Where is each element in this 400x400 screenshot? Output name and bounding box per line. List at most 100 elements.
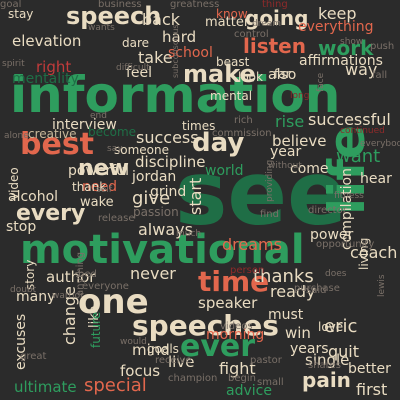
word-see: see: [175, 142, 347, 245]
word-back: back: [142, 10, 181, 29]
word-everyone: everyone: [82, 281, 129, 292]
word-doubt: doubt: [10, 285, 37, 295]
word-receive: receive: [155, 355, 192, 366]
word-much: much: [176, 229, 202, 239]
word-self: self: [96, 185, 112, 195]
word-love: love: [318, 320, 344, 334]
word-creative: creative: [28, 127, 77, 141]
word-mental: mental: [210, 89, 253, 103]
word-elevation: elevation: [12, 32, 82, 50]
word-power: power: [310, 227, 354, 243]
word-believe: believe: [272, 132, 327, 150]
word-school: school: [168, 45, 213, 61]
word-start: start: [186, 177, 205, 215]
word-ever: ever: [180, 329, 256, 364]
word-one: one: [78, 282, 149, 322]
word-opportunity: opportunity: [316, 239, 375, 250]
word-champion: champion: [168, 373, 218, 384]
word-make: make: [183, 60, 256, 88]
word-must: must: [268, 307, 304, 323]
word-fall: fall: [372, 70, 388, 81]
word-know: know: [216, 7, 248, 21]
word-listen: listen: [243, 34, 306, 58]
word-every: every: [16, 201, 86, 226]
word-director: director: [308, 205, 347, 216]
word-show: show: [340, 37, 364, 47]
word-wants: wants: [88, 23, 115, 33]
word-give: give: [132, 188, 171, 209]
word-thing: thing: [262, 0, 288, 10]
word-first: first: [356, 380, 388, 399]
word-dare: dare: [122, 36, 150, 50]
word-take: take: [138, 48, 173, 67]
word-interview: interview: [52, 117, 117, 133]
word-stay: stay: [8, 7, 34, 21]
word-spirit: spirit: [2, 59, 25, 69]
word-anything: anything: [75, 251, 86, 296]
word-jordan: jordan: [132, 169, 177, 185]
word-greatness: greatness: [170, 0, 220, 10]
word-beast: beast: [216, 55, 250, 69]
word-focus: focus: [120, 362, 161, 380]
word-look: look: [238, 70, 263, 84]
word-thanks: thanks: [253, 266, 314, 287]
word-pastor: pastor: [250, 355, 282, 366]
word-continued: continued: [340, 126, 385, 136]
word-eric: eric: [324, 316, 358, 337]
word-need: need: [82, 179, 117, 195]
word-goals: goals: [147, 342, 179, 356]
word-end: end: [90, 111, 107, 121]
word-shares: shares: [308, 360, 341, 371]
word-motivational: motivational: [20, 227, 305, 273]
word-always: always: [138, 220, 193, 239]
word-person: person: [230, 265, 265, 276]
word-videos: videos: [220, 321, 253, 332]
word-everything: everything: [298, 19, 374, 35]
word-far: far: [274, 67, 291, 81]
word-many: many: [16, 289, 56, 305]
word-control: control: [234, 29, 269, 40]
word-mind: mind: [132, 341, 170, 359]
word-become: become: [88, 125, 137, 139]
word-grind: grind: [150, 184, 187, 200]
word-best: best: [20, 127, 95, 162]
word-future: future: [89, 311, 103, 348]
word-commission: commission: [212, 128, 272, 139]
word-begin: begin: [228, 373, 256, 384]
word-lewis: lewis: [377, 274, 387, 297]
word-time: time: [198, 265, 270, 298]
word-success: success: [136, 128, 199, 147]
word-fitness: fitness: [334, 191, 364, 201]
word-day: day: [192, 128, 245, 158]
word-powerful: powerful: [68, 163, 129, 179]
word-better: better: [348, 361, 391, 377]
word-speaker: speaker: [198, 294, 258, 312]
word-ultimate: ultimate: [14, 378, 77, 396]
word-special: special: [84, 375, 147, 396]
word-business: business: [98, 0, 142, 10]
word-rise: rise: [275, 112, 305, 131]
word-purchase: purchase: [294, 283, 340, 294]
word-release: release: [98, 213, 135, 224]
word-rich: rich: [234, 115, 253, 126]
word-years: years: [290, 341, 329, 357]
word-year: year: [270, 144, 302, 160]
word-push: push: [370, 41, 395, 52]
word-stop: stop: [6, 219, 37, 235]
word-alcohol: alcohol: [8, 189, 59, 205]
word-way: way: [345, 60, 378, 79]
word-feel: feel: [126, 65, 153, 81]
word-without: without: [268, 161, 302, 171]
word-alone: alone: [4, 131, 29, 141]
word-subconscious: subconscious: [171, 24, 180, 78]
word-keep: keep: [318, 4, 357, 23]
word-affirmations: affirmations: [299, 53, 383, 69]
word-everybody: everybody: [360, 139, 400, 149]
word-also: also: [268, 67, 297, 83]
word-say: say: [107, 144, 123, 154]
word-single: single: [305, 351, 350, 369]
word-face: face: [316, 72, 326, 92]
word-video: video: [7, 167, 21, 200]
word-morning: morning: [206, 327, 265, 343]
